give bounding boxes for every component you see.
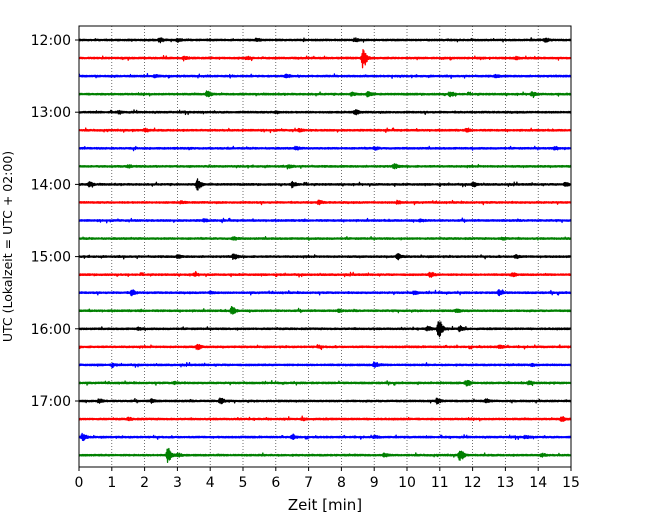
x-tick-label-7: 7 — [304, 475, 313, 491]
trace-1500 — [78, 253, 572, 261]
trace-1315 — [78, 127, 572, 134]
x-tick-label-6: 6 — [271, 475, 280, 491]
y-axis-title: UTC (Lokalzeit = UTC + 02:00) — [0, 151, 15, 342]
trace-1700 — [78, 397, 572, 405]
trace-1530 — [78, 288, 572, 297]
y-tick-label-1200: 12:00 — [31, 33, 71, 49]
trace-1715 — [78, 415, 572, 422]
trace-1430 — [78, 217, 572, 224]
y-tick-label-1400: 14:00 — [31, 177, 71, 193]
y-axis-ticks: 12:00 13:00 14:00 15:00 16:00 17:00 — [31, 33, 79, 410]
trace-1600 — [78, 321, 572, 338]
x-tick-label-8: 8 — [337, 475, 346, 491]
x-tick-label-12: 12 — [464, 475, 482, 491]
trace-1730 — [78, 432, 572, 442]
trace-1200 — [78, 37, 572, 44]
x-tick-label-15: 15 — [562, 475, 580, 491]
x-tick-label-5: 5 — [239, 475, 248, 491]
x-tick-label-0: 0 — [75, 475, 84, 491]
trace-1445 — [78, 235, 572, 242]
x-tick-label-4: 4 — [206, 475, 215, 491]
trace-1515 — [78, 270, 572, 278]
trace-1615 — [78, 343, 572, 351]
trace-1645 — [78, 379, 572, 387]
plot-frame — [78, 25, 572, 468]
x-tick-label-10: 10 — [398, 475, 416, 491]
x-tick-label-1: 1 — [107, 475, 116, 491]
x-tick-label-14: 14 — [529, 475, 547, 491]
y-tick-label-1500: 15:00 — [31, 250, 71, 266]
trace-1630 — [78, 361, 572, 369]
trace-1215 — [78, 49, 572, 69]
x-tick-label-3: 3 — [173, 475, 182, 491]
y-tick-label-1600: 16:00 — [31, 322, 71, 338]
x-tick-label-2: 2 — [140, 475, 149, 491]
trace-1330 — [78, 145, 572, 152]
trace-1745 — [78, 447, 572, 463]
trace-1230 — [78, 73, 572, 80]
y-tick-label-1300: 13:00 — [31, 105, 71, 121]
trace-1245 — [78, 90, 572, 99]
trace-1545 — [78, 305, 572, 315]
trace-1400 — [78, 178, 572, 191]
x-axis-ticks: 0 1 2 3 4 5 6 7 8 9 10 11 12 13 14 15 — [75, 467, 580, 491]
trace-1415 — [78, 199, 572, 206]
x-tick-label-13: 13 — [496, 475, 514, 491]
trace-1345 — [78, 163, 572, 170]
y-tick-label-1700: 17:00 — [31, 394, 71, 410]
x-tick-label-11: 11 — [431, 475, 449, 491]
seismic-traces — [78, 37, 572, 463]
x-tick-label-9: 9 — [370, 475, 379, 491]
trace-1300 — [78, 109, 572, 116]
x-axis-title: Zeit [min] — [288, 496, 362, 514]
